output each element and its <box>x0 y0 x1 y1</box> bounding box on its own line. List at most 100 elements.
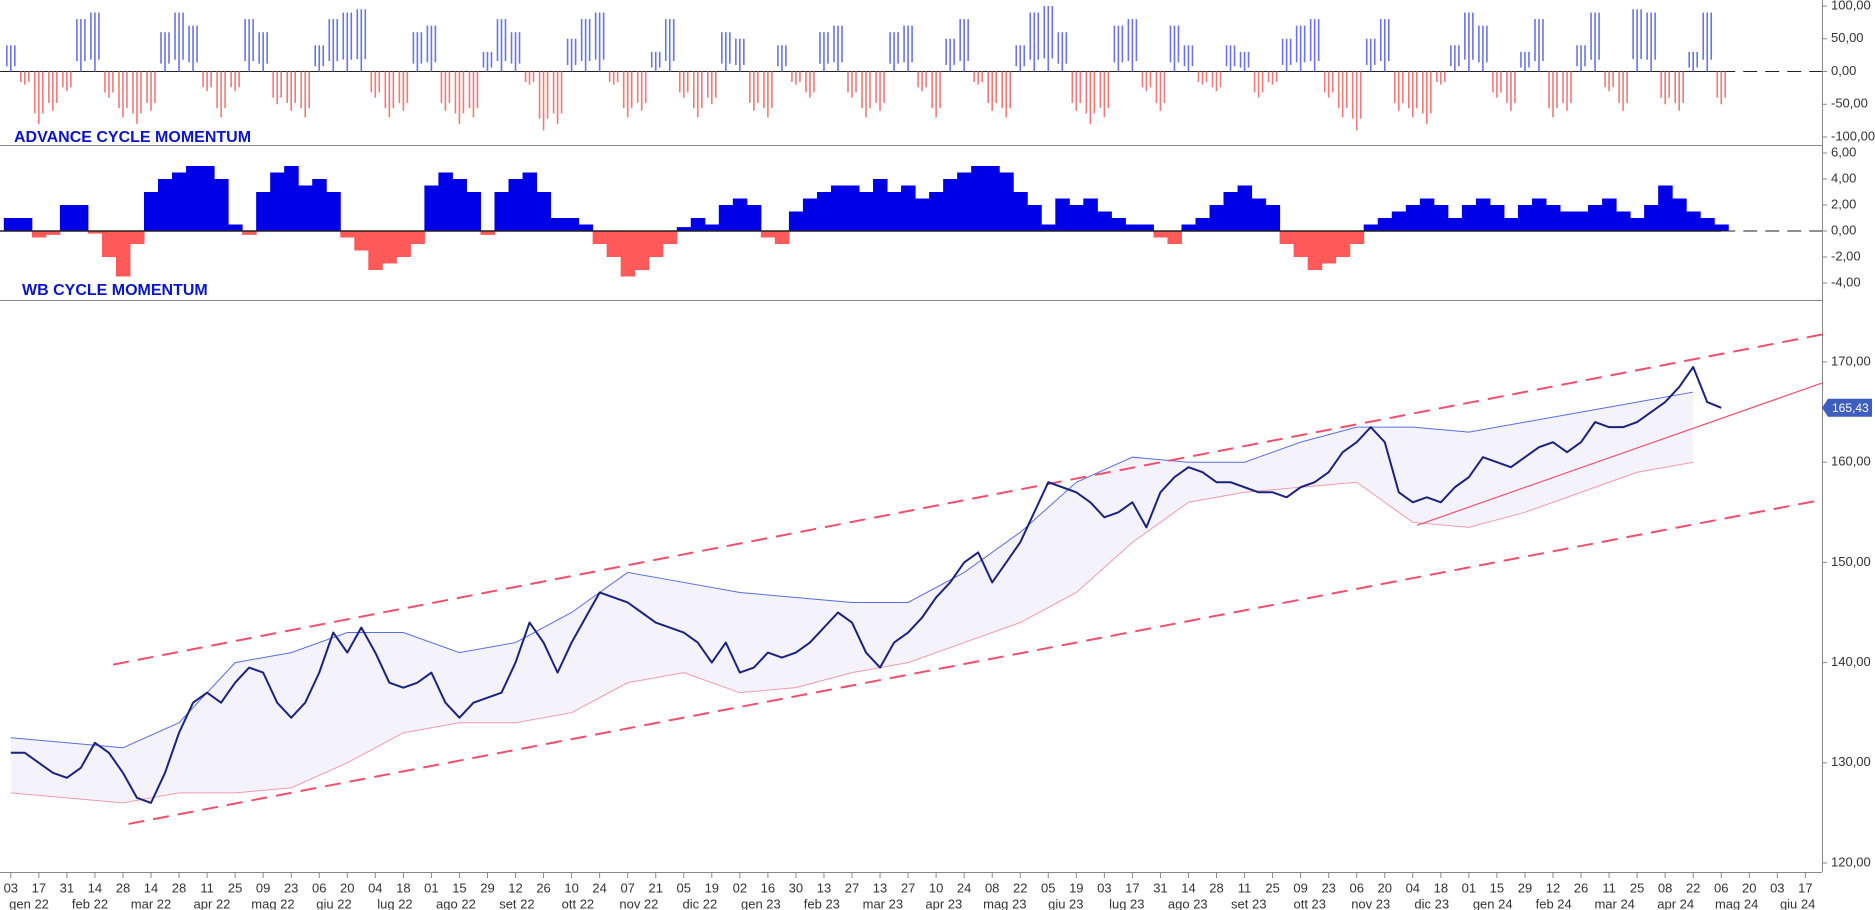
bar <box>995 71 997 103</box>
bar <box>1243 51 1246 72</box>
bar <box>434 25 437 63</box>
bar <box>108 71 110 98</box>
bar <box>360 9 363 72</box>
x-tick-label: 20 <box>1742 880 1756 895</box>
bar <box>1211 71 1214 88</box>
x-month-label: giu 23 <box>1048 896 1083 910</box>
bar <box>454 71 457 114</box>
bar <box>1464 12 1466 60</box>
bar <box>150 71 152 111</box>
x-tick-label: 17 <box>1125 880 1139 895</box>
bar <box>1566 71 1568 111</box>
bar <box>1253 71 1256 93</box>
bar <box>332 19 335 72</box>
bar <box>1412 71 1414 118</box>
bar <box>1440 71 1442 85</box>
bar <box>1632 9 1634 60</box>
area-segment <box>1363 224 1379 231</box>
last-value-label: 165,43 <box>1832 401 1869 415</box>
x-month-label: set 23 <box>1231 896 1266 910</box>
x-tick-label: 06 <box>1349 880 1363 895</box>
bar <box>1416 71 1418 109</box>
bar <box>1426 71 1428 124</box>
x-tick-label: 31 <box>1153 880 1167 895</box>
bar <box>1590 12 1592 60</box>
area-segment <box>1181 224 1196 231</box>
bar <box>658 51 661 68</box>
bar <box>322 45 325 67</box>
bar <box>682 71 685 98</box>
x-tick-label: 14 <box>88 880 102 895</box>
bar <box>168 32 170 64</box>
bar <box>686 71 689 93</box>
bar <box>356 9 359 60</box>
x-tick-label: 01 <box>424 880 438 895</box>
x-month-label: dic 22 <box>683 896 718 910</box>
bar <box>757 71 759 103</box>
bar <box>1257 71 1260 98</box>
bar <box>678 71 681 93</box>
x-tick-label: 25 <box>1630 880 1644 895</box>
bar <box>963 19 965 72</box>
bar <box>518 32 521 64</box>
area-segment <box>1672 198 1687 231</box>
bar <box>94 12 96 72</box>
bar <box>140 71 142 114</box>
bar <box>1538 19 1540 72</box>
bar <box>1351 71 1354 119</box>
area-segment <box>312 179 327 231</box>
x-month-label: ago 23 <box>1168 896 1208 910</box>
bar <box>664 19 667 62</box>
area-segment <box>508 179 524 231</box>
area-segment <box>1237 185 1253 231</box>
bar <box>1468 12 1470 72</box>
bar <box>294 71 296 103</box>
area-segment <box>802 198 818 231</box>
x-month-label: mag 22 <box>251 896 294 910</box>
bar <box>24 71 26 85</box>
area-segment <box>662 231 678 244</box>
bar <box>1716 71 1719 98</box>
bar <box>1365 38 1368 65</box>
area-segment <box>522 172 538 231</box>
x-tick-label: 25 <box>228 880 242 895</box>
bar <box>991 71 993 111</box>
area-segment <box>3 218 19 231</box>
bar <box>532 71 535 82</box>
bar <box>206 71 208 92</box>
x-tick-label: 27 <box>845 880 859 895</box>
bar <box>1033 12 1036 72</box>
x-month-label: gen 22 <box>9 896 49 910</box>
bar <box>476 71 479 109</box>
bar <box>1524 51 1526 72</box>
bar <box>388 71 391 118</box>
area-segment <box>1335 231 1351 257</box>
bar <box>827 32 829 64</box>
bar <box>42 71 44 114</box>
area-segment <box>1223 192 1239 231</box>
bar <box>630 71 633 109</box>
area-segment <box>1195 218 1211 231</box>
area-segment <box>31 231 47 238</box>
bar <box>925 71 927 88</box>
bar <box>594 12 597 60</box>
bar <box>1015 45 1018 67</box>
bar <box>967 19 969 62</box>
bar <box>202 71 204 88</box>
bar <box>1622 71 1624 111</box>
area-segment <box>1209 205 1225 231</box>
y-tick-label: 2,00 <box>1831 196 1856 211</box>
bar <box>939 71 941 109</box>
bar <box>392 71 395 109</box>
area-segment <box>690 218 706 231</box>
area-segment <box>382 231 397 264</box>
bar <box>1309 19 1312 62</box>
bar <box>458 71 461 124</box>
bar <box>889 32 891 64</box>
bar <box>1548 71 1550 109</box>
x-tick-label: 11 <box>1602 880 1616 895</box>
bar <box>398 71 401 103</box>
x-tick-label: 21 <box>648 880 662 895</box>
bar <box>739 38 741 72</box>
bar <box>416 32 419 72</box>
